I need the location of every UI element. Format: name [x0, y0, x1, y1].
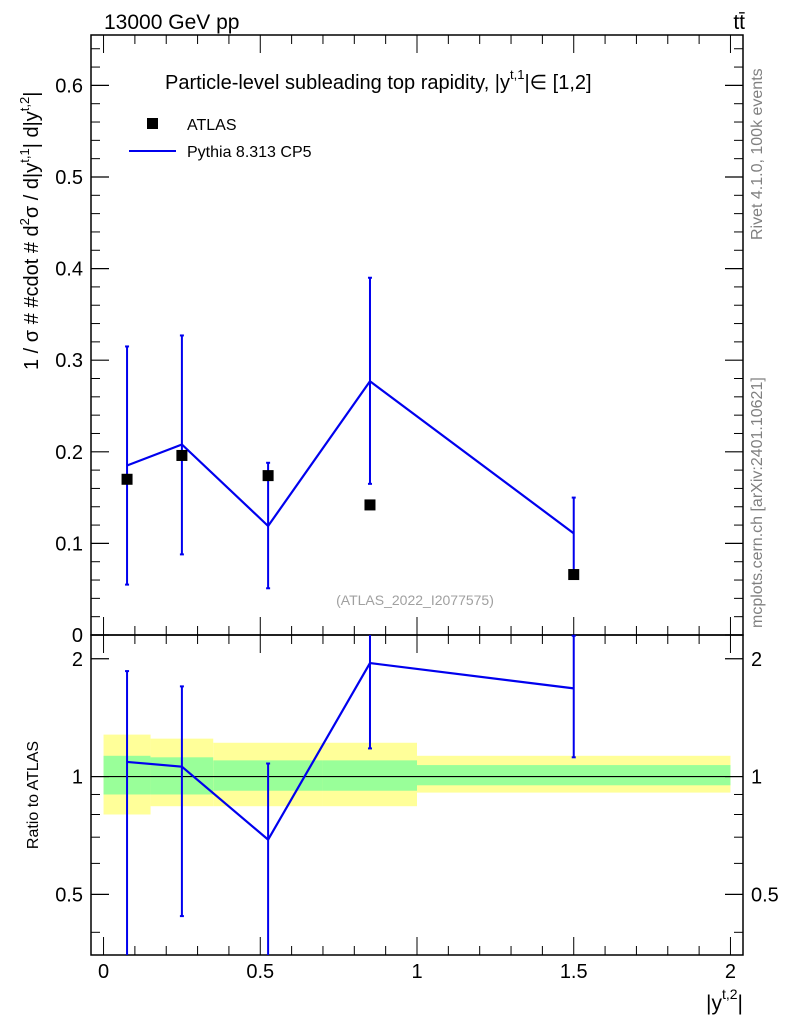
ratio-y-tick-label-right: 2 — [751, 649, 762, 671]
ratio-y-tick-label: 2 — [72, 649, 83, 671]
legend: ATLAS Pythia 8.313 CP5 — [129, 117, 312, 161]
header-process-label: tt̄ — [733, 11, 745, 34]
main-y-tick-label: 0.2 — [55, 442, 83, 464]
legend-pythia-label: Pythia 8.313 CP5 — [187, 144, 312, 161]
x-tick-label: 0.5 — [246, 961, 274, 983]
ratio-uncertainty-bands — [103, 734, 731, 815]
main-y-tick-label: 0 — [72, 625, 83, 647]
main-mc-series — [125, 276, 576, 590]
legend-atlas-label: ATLAS — [187, 117, 237, 134]
atlas-data-point — [176, 449, 188, 461]
analysis-watermark: (ATLAS_2022_I2077575) — [336, 592, 494, 608]
ratio-panel: 0.5 0.5 1 1 2 2 0 0.5 1 1.5 2 Ratio to ATLAS |yt,… — [25, 634, 779, 1015]
ratio-y-tick-label: 0.5 — [55, 884, 83, 906]
ratio-x-ticks: 0 0.5 1 1.5 2 — [98, 635, 736, 983]
main-y-tick-label: 0.1 — [55, 533, 83, 555]
x-tick-label: 0 — [98, 961, 109, 983]
main-data-series — [121, 449, 580, 581]
main-title: Particle-level subleading top rapidity, … — [165, 67, 592, 94]
main-y-axis-label: 1 / σ # #cdot # d2σ / d|yt,1| d|yt,2| — [17, 92, 43, 370]
atlas-data-point — [568, 569, 580, 581]
atlas-data-point — [262, 470, 274, 482]
legend-atlas-marker — [147, 118, 158, 129]
ratio-y-tick-label-right: 0.5 — [751, 884, 779, 906]
main-y-ticks: 0 0.1 0.2 0.3 0.4 0.5 0.6 — [55, 48, 743, 647]
ratio-inner-band — [417, 765, 731, 786]
ratio-inner-band — [322, 760, 417, 791]
main-y-tick-label: 0.6 — [55, 75, 83, 97]
x-axis-label: |yt,2| — [706, 986, 743, 1015]
ratio-y-ticks: 0.5 0.5 1 1 2 2 — [55, 649, 779, 933]
main-y-tick-label: 0.4 — [55, 259, 83, 281]
pythia-line — [126, 379, 575, 535]
x-tick-label: 1.5 — [560, 961, 588, 983]
main-y-tick-label: 0.5 — [55, 167, 83, 189]
main-panel: 0 0.1 0.2 0.3 0.4 0.5 0.6 Particle-level suble… — [17, 34, 744, 647]
x-tick-label: 2 — [725, 961, 736, 983]
x-tick-label: 1 — [411, 961, 422, 983]
ratio-y-tick-label: 1 — [72, 767, 83, 789]
main-y-tick-label: 0.3 — [55, 350, 83, 372]
atlas-data-point — [364, 499, 376, 511]
rivet-info-label: Rivet 4.1.0, 100k events — [749, 68, 766, 240]
mcplots-info-label: mcplots.cern.ch [arXiv:2401.10621] — [749, 377, 766, 628]
ratio-y-axis-label: Ratio to ATLAS — [25, 741, 42, 849]
header-energy-label: 13000 GeV pp — [104, 11, 239, 34]
ratio-mc-series — [125, 634, 576, 955]
ratio-y-tick-label-right: 1 — [751, 767, 762, 789]
atlas-data-point — [121, 473, 133, 485]
main-x-ticks — [103, 35, 731, 635]
